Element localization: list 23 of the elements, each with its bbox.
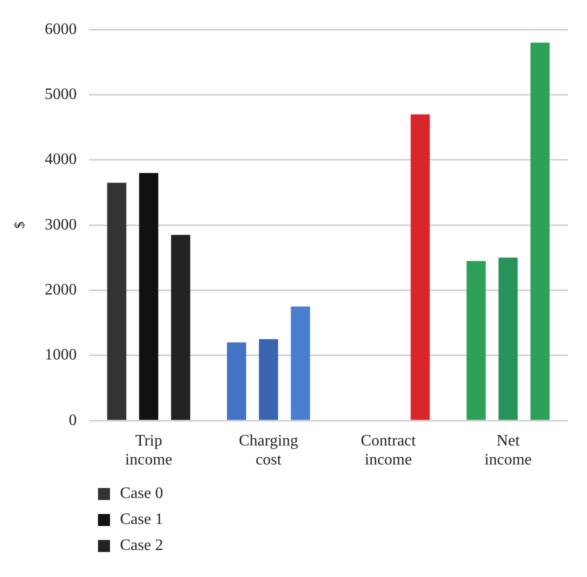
- bar: [107, 182, 126, 420]
- y-tick-label: 6000: [44, 20, 77, 38]
- x-tick-label: Contract income: [360, 432, 416, 469]
- bar: [290, 306, 310, 420]
- x-tick-label: Trip income: [125, 432, 172, 469]
- bar: [171, 234, 190, 420]
- legend-label: Case 2: [120, 537, 164, 555]
- y-tick-label: 3000: [44, 216, 77, 234]
- bar: [410, 114, 430, 420]
- y-tick-label: 5000: [44, 86, 77, 103]
- y-tick-label: 0: [68, 412, 77, 429]
- bar: [258, 339, 278, 420]
- bar: [498, 258, 518, 420]
- legend-label: Case 0: [120, 485, 164, 503]
- y-tick-label: 4000: [44, 151, 77, 168]
- y-tick-label: 1000: [44, 346, 77, 364]
- y-axis-title: $: [13, 222, 28, 229]
- legend-label: Case 1: [120, 511, 164, 529]
- y-tick-label: 2000: [44, 281, 77, 298]
- x-tick-label: Charging cost: [238, 432, 298, 469]
- x-tick-label: Net income: [484, 432, 532, 469]
- bar: [139, 172, 158, 420]
- bar: [226, 342, 246, 420]
